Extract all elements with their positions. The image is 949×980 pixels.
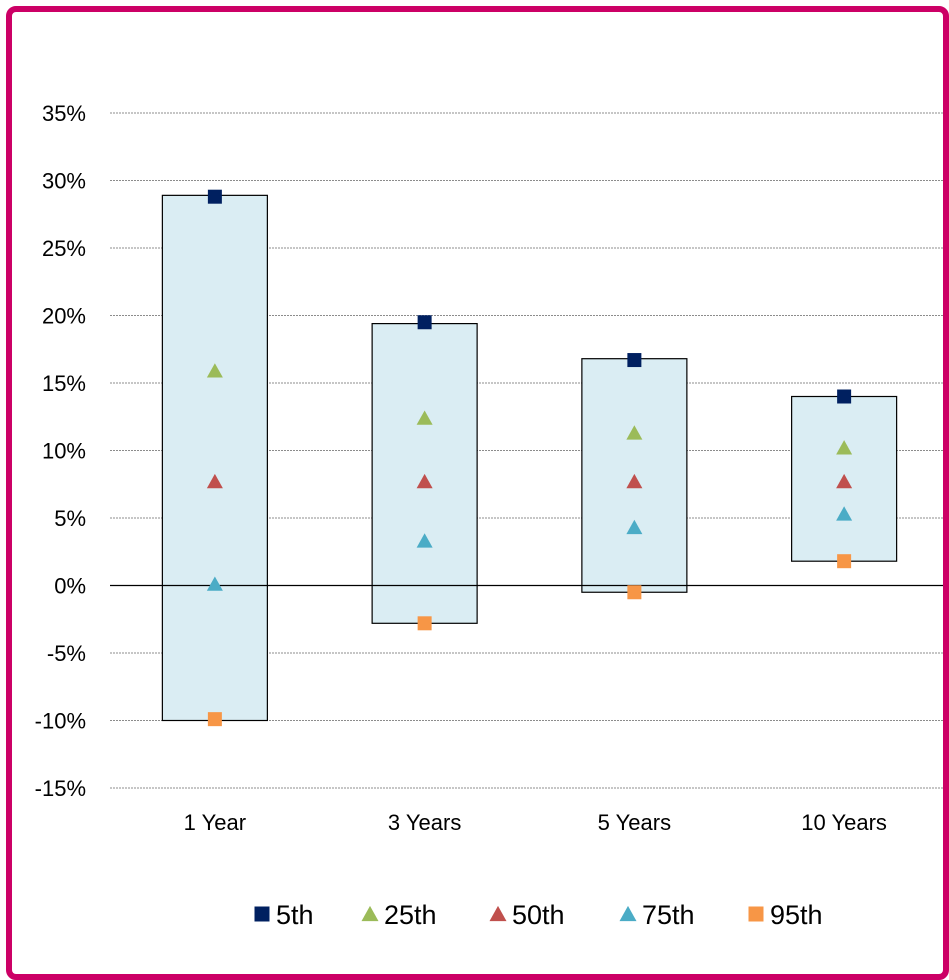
marker-95th <box>207 712 222 727</box>
y-tick-label: -15% <box>35 776 86 801</box>
y-tick-label: 10% <box>42 439 86 464</box>
legend-label-95th: 95th <box>770 900 823 930</box>
marker-50th <box>836 473 853 489</box>
marker-5th <box>627 353 642 368</box>
y-tick-label: 20% <box>42 304 86 329</box>
marker-50th <box>416 473 433 489</box>
x-tick-label: 10 Years <box>801 810 887 835</box>
marker-5th <box>417 315 432 330</box>
y-tick-label: -5% <box>47 641 86 666</box>
marker-75th <box>836 506 853 521</box>
x-axis-tick-labels: 1 Year 3 Years 5 Years 10 Years <box>184 810 887 835</box>
range-bar <box>161 194 268 722</box>
chart-frame: 35% 30% 25% 20% 15% 10% 5% 0% -5% -10% -15% 1 Year… <box>6 6 949 980</box>
series-markers <box>206 189 853 727</box>
y-tick-label: -10% <box>35 709 86 734</box>
marker-50th <box>206 473 223 489</box>
marker-95th <box>627 585 642 600</box>
legend-label-75th: 75th <box>642 900 695 930</box>
marker-75th <box>206 576 223 591</box>
marker-5th <box>837 389 852 404</box>
legend-marker-25th <box>361 905 379 922</box>
y-tick-label: 30% <box>42 169 86 194</box>
legend-marker-50th <box>489 905 507 922</box>
marker-25th <box>626 425 643 440</box>
legend: 5th 25th 50th 75th 95th <box>254 900 823 930</box>
legend-marker-75th <box>619 905 637 922</box>
marker-95th <box>417 616 432 631</box>
marker-95th <box>837 554 852 569</box>
marker-25th <box>416 410 433 425</box>
legend-label-5th: 5th <box>276 900 314 930</box>
x-tick-label: 5 Years <box>598 810 671 835</box>
range-bar <box>371 323 478 624</box>
marker-25th <box>836 440 853 455</box>
legend-label-50th: 50th <box>512 900 565 930</box>
legend-label-25th: 25th <box>384 900 437 930</box>
marker-25th <box>206 363 223 378</box>
marker-5th <box>207 189 222 204</box>
x-tick-label: 3 Years <box>388 810 461 835</box>
marker-75th <box>626 519 643 535</box>
y-tick-label: 0% <box>54 574 86 599</box>
y-tick-label: 5% <box>54 506 86 531</box>
legend-marker-5th <box>254 906 270 922</box>
marker-75th <box>416 533 433 548</box>
x-tick-label: 1 Year <box>184 810 246 835</box>
y-tick-label: 15% <box>42 371 86 396</box>
y-tick-label: 25% <box>42 236 86 261</box>
marker-50th <box>626 473 643 489</box>
range-bars <box>161 194 898 722</box>
legend-marker-95th <box>748 906 764 922</box>
y-tick-label: 35% <box>42 101 86 126</box>
range-chart: 35% 30% 25% 20% 15% 10% 5% 0% -5% -10% -15% 1 Year… <box>35 101 943 930</box>
y-axis-tick-labels: 35% 30% 25% 20% 15% 10% 5% 0% -5% -10% -15% <box>35 101 86 801</box>
